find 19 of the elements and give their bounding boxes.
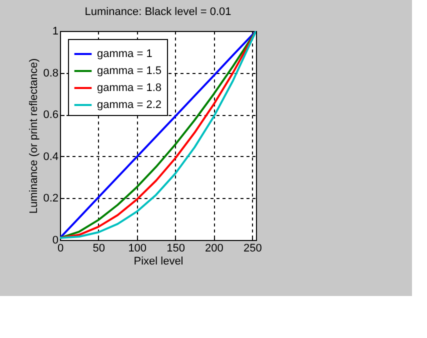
x-tick-label: 200 bbox=[205, 242, 224, 254]
y-tick-label: 0.8 bbox=[43, 67, 58, 80]
legend-label: gamma = 1.5 bbox=[97, 65, 162, 77]
y-tick-label: 1 bbox=[52, 26, 58, 38]
y-axis-title: Luminance (or print reflectance) bbox=[28, 58, 40, 214]
y-tick-label: 0.2 bbox=[43, 192, 58, 205]
x-axis-title: Pixel level bbox=[134, 256, 184, 268]
y-tick-label: 0.4 bbox=[43, 150, 58, 163]
y-tick-label: 0 bbox=[52, 234, 58, 246]
x-tick-label: 250 bbox=[243, 242, 262, 254]
y-tick-label: 0.6 bbox=[43, 109, 58, 122]
legend-label: gamma = 2.2 bbox=[97, 99, 162, 111]
line-series bbox=[60, 31, 256, 239]
chart-title: Luminance: Black level = 0.01 bbox=[84, 6, 232, 18]
legend-label: gamma = 1.8 bbox=[97, 82, 162, 94]
x-tick-label: 100 bbox=[128, 242, 147, 254]
x-tick-label: 50 bbox=[92, 242, 106, 254]
x-tick-label: 150 bbox=[166, 242, 185, 254]
legend-label: gamma = 1 bbox=[97, 48, 152, 60]
